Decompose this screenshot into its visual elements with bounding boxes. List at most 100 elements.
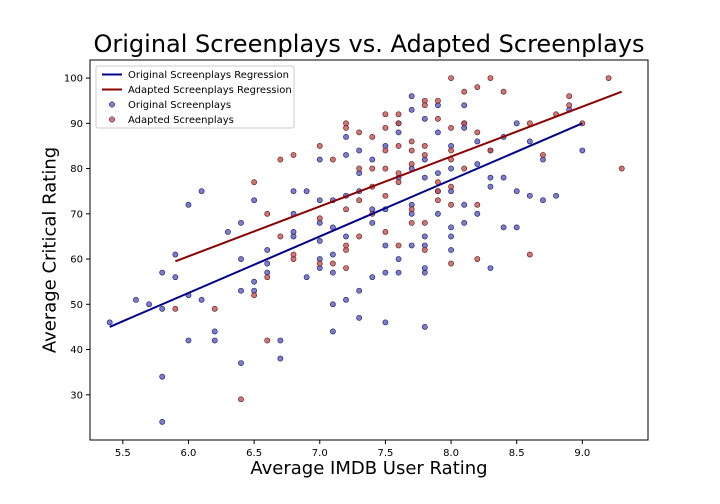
- original-screenplays-point: [343, 134, 349, 140]
- original-screenplays-point: [500, 224, 507, 231]
- legend-label: Adapted Screenplays: [128, 115, 234, 126]
- adapted-screenplays-point: [448, 201, 454, 208]
- adapted-screenplays-point: [382, 229, 389, 235]
- adapted-screenplays-point: [487, 147, 494, 154]
- original-screenplays-point: [316, 156, 323, 163]
- original-screenplays-point: [421, 174, 428, 181]
- legend-marker-swatch: [108, 101, 116, 108]
- legend-label: Original Screenplays Regression: [128, 70, 289, 81]
- adapted-screenplays-point: [448, 260, 454, 267]
- original-screenplays-point: [421, 115, 428, 122]
- adapted-screenplays-point: [474, 201, 481, 208]
- adapted-screenplays-point: [474, 129, 481, 136]
- original-screenplays-point: [408, 242, 415, 249]
- original-screenplays-point: [579, 147, 586, 154]
- adapted-screenplays-point: [448, 75, 454, 81]
- original-screenplays-point: [211, 337, 218, 344]
- adapted-screenplays-point: [329, 156, 336, 163]
- original-screenplays-point: [185, 337, 192, 344]
- adapted-screenplays-point: [474, 84, 481, 91]
- adapted-screenplays-point: [316, 143, 323, 149]
- original-screenplays-point: [343, 152, 349, 158]
- original-screenplays-point: [540, 197, 546, 204]
- adapted-screenplays-point: [435, 197, 441, 204]
- original-screenplays-point: [146, 301, 152, 308]
- adapted-screenplays-point: [448, 124, 454, 131]
- original-screenplays-point: [474, 210, 481, 217]
- adapted-screenplays-point: [448, 147, 454, 154]
- original-screenplays-point: [500, 174, 507, 181]
- original-screenplays-point: [461, 219, 468, 226]
- adapted-screenplays-point: [382, 111, 389, 118]
- adapted-screenplays-point: [435, 97, 441, 104]
- adapted-screenplays-regression-line: [174, 90, 623, 263]
- original-screenplays-point: [238, 219, 244, 226]
- legend-label: Original Screenplays: [128, 100, 231, 111]
- original-screenplays-point: [421, 265, 428, 271]
- original-screenplays-point: [448, 247, 454, 253]
- adapted-screenplays-point: [448, 183, 454, 190]
- original-screenplays-point: [382, 242, 389, 249]
- adapted-screenplays-point: [421, 143, 428, 149]
- adapted-screenplays-point: [408, 219, 415, 226]
- adapted-screenplays-point: [408, 147, 415, 154]
- y-tick-label: 50: [70, 300, 83, 311]
- adapted-screenplays-point: [408, 161, 415, 167]
- original-screenplays-point: [408, 93, 415, 100]
- adapted-screenplays-point: [408, 138, 415, 145]
- adapted-screenplays-point: [356, 129, 363, 136]
- legend-marker-swatch: [108, 116, 116, 123]
- original-screenplays-point: [264, 260, 271, 267]
- original-screenplays-point: [435, 210, 441, 217]
- original-screenplays-point: [316, 197, 323, 204]
- x-axis-label: Average IMDB User Rating: [250, 458, 488, 479]
- adapted-screenplays-point: [382, 192, 389, 199]
- original-screenplays-point: [435, 129, 441, 136]
- original-screenplays-point: [303, 274, 310, 281]
- x-tick-label: 5.5: [115, 448, 131, 459]
- adapted-screenplays-point: [395, 179, 402, 186]
- adapted-screenplays-point: [290, 152, 297, 158]
- original-screenplays-point: [303, 188, 310, 195]
- original-screenplays-point: [448, 224, 454, 231]
- original-screenplays-point: [224, 229, 231, 235]
- adapted-screenplays-point: [421, 219, 428, 226]
- adapted-screenplays-point: [395, 143, 402, 149]
- x-tick-label: 9.0: [574, 448, 590, 459]
- adapted-screenplays-point: [356, 233, 363, 240]
- adapted-screenplays-point: [461, 88, 468, 95]
- original-screenplays-point: [369, 274, 376, 281]
- original-screenplays-point: [211, 328, 218, 335]
- y-tick-label: 100: [64, 74, 83, 85]
- adapted-screenplays-point: [566, 93, 573, 100]
- original-screenplays-point: [172, 251, 179, 258]
- adapted-screenplays-point: [618, 165, 625, 172]
- original-screenplays-point: [369, 156, 376, 163]
- original-screenplays-point: [513, 224, 520, 231]
- original-screenplays-point: [198, 188, 205, 195]
- adapted-screenplays-point: [408, 206, 415, 213]
- adapted-screenplays-point: [382, 165, 389, 172]
- adapted-screenplays-point: [605, 75, 612, 81]
- adapted-screenplays-point: [540, 152, 546, 158]
- adapted-screenplays-point: [435, 115, 441, 122]
- adapted-screenplays-point: [382, 147, 389, 154]
- adapted-screenplays-point: [251, 179, 258, 186]
- original-screenplays-point: [198, 296, 205, 303]
- original-screenplays-point: [343, 296, 349, 303]
- original-screenplays-point: [159, 269, 166, 276]
- adapted-screenplays-point: [435, 188, 441, 195]
- original-screenplays-point: [421, 233, 428, 240]
- original-screenplays-point: [382, 319, 389, 326]
- original-screenplays-point: [133, 296, 139, 303]
- original-screenplays-point: [329, 328, 336, 335]
- x-tick-label: 8.5: [509, 448, 525, 459]
- adapted-screenplays-point: [172, 305, 179, 312]
- adapted-screenplays-point: [356, 197, 363, 204]
- x-tick-label: 6.5: [246, 448, 262, 459]
- original-screenplays-point: [329, 269, 336, 276]
- adapted-screenplays-point: [238, 396, 244, 403]
- adapted-screenplays-point: [566, 102, 573, 109]
